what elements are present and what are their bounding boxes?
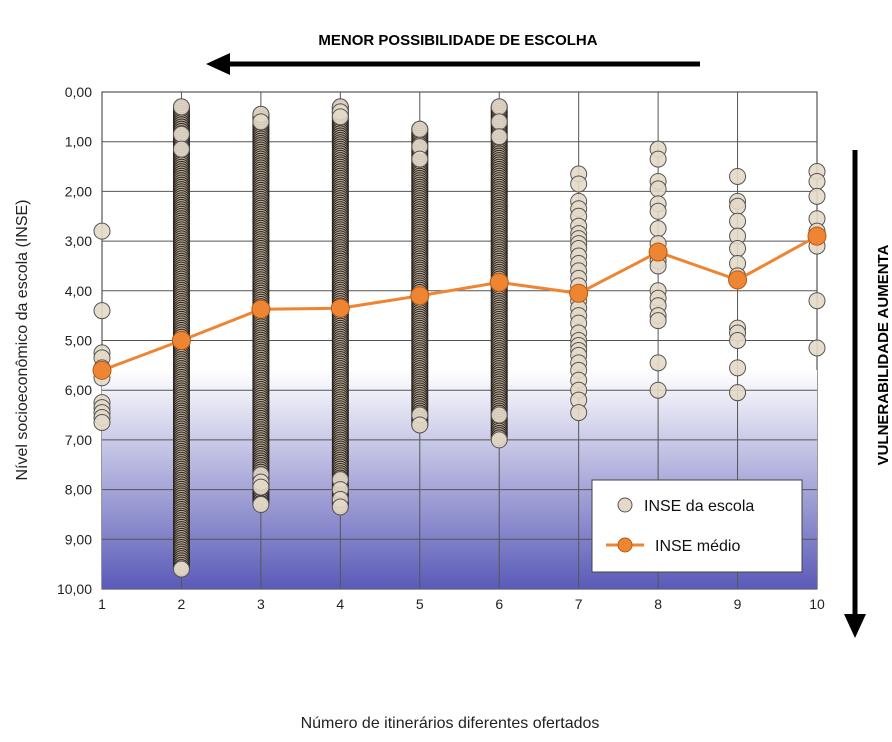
x-axis-title: Número de itinerários diferentes ofertad… bbox=[301, 715, 600, 732]
inse-mean-point bbox=[251, 299, 271, 319]
inse-school-point bbox=[252, 496, 270, 514]
inse-school-point bbox=[729, 197, 747, 215]
inse-mean-point bbox=[489, 272, 509, 292]
inse-school-point bbox=[570, 175, 588, 193]
inse-school-point bbox=[808, 187, 826, 205]
inse-school-point bbox=[172, 98, 190, 116]
x-tick-label: 9 bbox=[734, 596, 742, 612]
inse-school-point bbox=[570, 404, 588, 422]
inse-school-point bbox=[93, 414, 111, 432]
mean-series bbox=[92, 226, 827, 380]
y-tick-label: 3,00 bbox=[65, 233, 92, 249]
inse-mean-point bbox=[330, 298, 350, 318]
down-arrow bbox=[844, 150, 866, 638]
inse-school-point bbox=[411, 416, 429, 434]
inse-school-point bbox=[649, 180, 667, 198]
x-tick-label: 4 bbox=[336, 596, 344, 612]
inse-school-point bbox=[331, 498, 349, 516]
y-tick-labels: 0,00 1,00 2,00 3,00 4,00 5,00 6,00 7,00 8,00 9,00… bbox=[57, 84, 92, 597]
y-tick-label: 2,00 bbox=[65, 183, 92, 199]
inse-school-point bbox=[649, 202, 667, 220]
inse-school-point bbox=[649, 381, 667, 399]
legend-marker-scatter bbox=[617, 497, 633, 513]
y-tick-label: 4,00 bbox=[65, 283, 92, 299]
y-tick-label: 1,00 bbox=[65, 134, 92, 150]
inse-school-point bbox=[252, 113, 270, 131]
y-tick-label: 9,00 bbox=[65, 531, 92, 547]
inse-school-point bbox=[490, 98, 508, 116]
inse-school-point bbox=[411, 150, 429, 168]
top-annotation: MENOR POSSIBILIDADE DE ESCOLHA bbox=[318, 32, 597, 49]
inse-school-point bbox=[649, 150, 667, 168]
inse-mean-point bbox=[648, 242, 668, 262]
inse-school-point bbox=[729, 384, 747, 402]
x-tick-labels: 1 2 3 4 5 6 7 8 9 10 bbox=[98, 596, 825, 612]
inse-school-point bbox=[808, 292, 826, 310]
y-tick-label: 7,00 bbox=[65, 432, 92, 448]
inse-school-point bbox=[490, 113, 508, 131]
inse-school-point bbox=[331, 108, 349, 126]
inse-school-point bbox=[729, 167, 747, 185]
inse-school-point bbox=[729, 332, 747, 349]
inse-school-point bbox=[649, 354, 667, 372]
inse-mean-line bbox=[101, 234, 818, 372]
inse-school-point bbox=[411, 120, 429, 138]
inse-mean-point bbox=[569, 283, 589, 303]
inse-school-point bbox=[808, 339, 826, 357]
y-tick-label: 8,00 bbox=[65, 482, 92, 498]
y-tick-label: 5,00 bbox=[65, 333, 92, 349]
inse-school-point bbox=[252, 478, 270, 496]
x-tick-label: 10 bbox=[809, 596, 825, 612]
inse-school-point bbox=[172, 140, 190, 158]
legend-label-mean: INSE médio bbox=[655, 538, 740, 555]
inse-mean-point bbox=[728, 270, 748, 290]
x-tick-label: 5 bbox=[416, 596, 424, 612]
legend: INSE da escola INSE médio bbox=[591, 479, 803, 573]
x-tick-label: 6 bbox=[495, 596, 503, 612]
inse-school-point bbox=[172, 125, 190, 143]
x-tick-label: 8 bbox=[654, 596, 662, 612]
scatter-points bbox=[93, 98, 826, 578]
legend-label-scatter: INSE da escola bbox=[644, 498, 754, 515]
legend-box bbox=[591, 479, 803, 573]
inse-school-point bbox=[490, 406, 508, 424]
inse-school-point bbox=[729, 240, 747, 258]
x-tick-label: 7 bbox=[575, 596, 583, 612]
inse-school-point bbox=[93, 302, 111, 320]
inse-school-point bbox=[729, 212, 747, 230]
x-tick-label: 2 bbox=[178, 596, 186, 612]
inse-school-point bbox=[93, 222, 111, 240]
y-tick-label: 0,00 bbox=[65, 84, 92, 100]
inse-school-point bbox=[172, 560, 190, 578]
x-tick-label: 1 bbox=[98, 596, 106, 612]
inse-mean-point bbox=[807, 226, 827, 246]
right-annotation: VULNERABILIDADE AUMENTA bbox=[875, 244, 892, 465]
inse-school-point bbox=[649, 220, 667, 238]
legend-marker-mean bbox=[617, 537, 633, 553]
inse-school-point bbox=[490, 128, 508, 146]
inse-school-point bbox=[808, 172, 826, 190]
inse-school-point bbox=[729, 359, 747, 377]
inse-school-point bbox=[490, 431, 508, 449]
y-tick-label: 10,00 bbox=[57, 581, 92, 597]
inse-mean-point bbox=[92, 360, 112, 380]
inse-school-point bbox=[649, 312, 667, 330]
inse-mean-point bbox=[171, 331, 191, 350]
inse-mean-point bbox=[410, 286, 430, 306]
x-tick-label: 3 bbox=[257, 596, 265, 612]
y-axis-title: Nível socioeconômico da escola (INSE) bbox=[14, 199, 31, 480]
y-tick-label: 6,00 bbox=[65, 382, 92, 398]
left-arrow bbox=[206, 53, 700, 75]
